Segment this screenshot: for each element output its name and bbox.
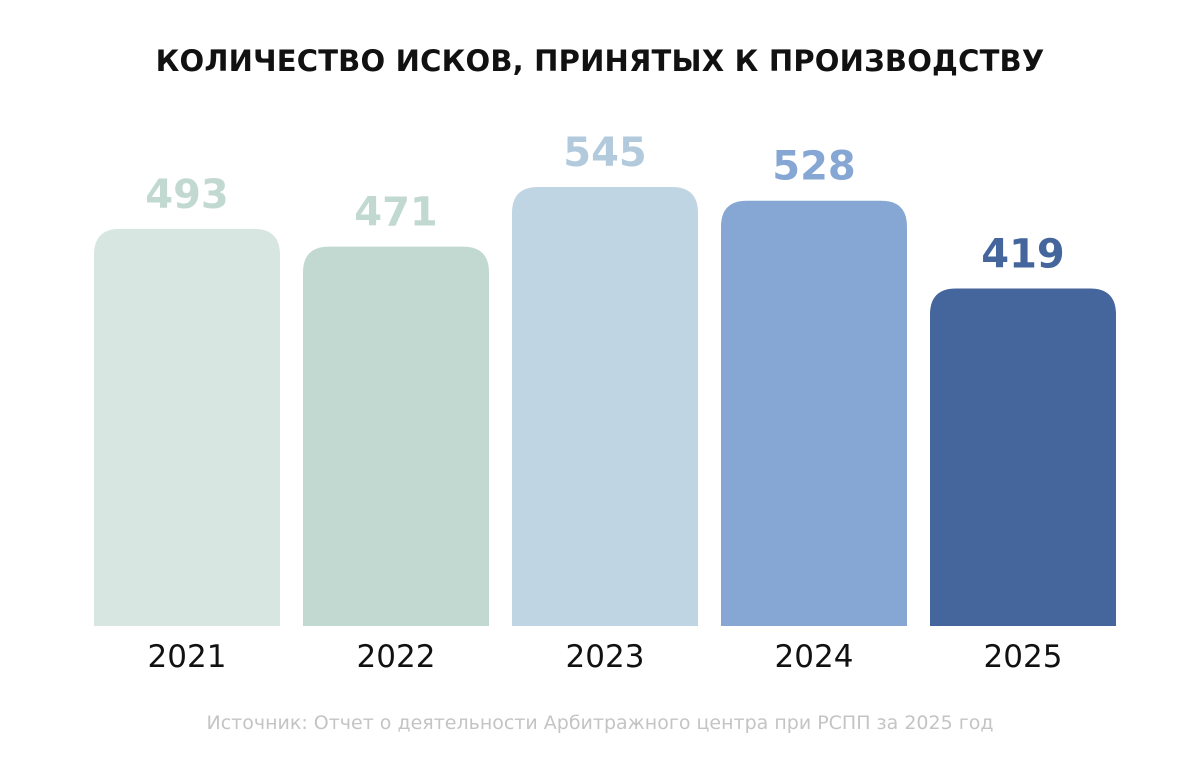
- value-label-2024: 528: [772, 144, 856, 190]
- bar-2024: [721, 200, 907, 626]
- value-label-2025: 419: [981, 231, 1065, 277]
- x-tick-label-2021: 2021: [148, 639, 227, 675]
- value-label-2023: 545: [563, 130, 647, 176]
- x-tick-label-2023: 2023: [566, 639, 645, 675]
- x-tick-label-2024: 2024: [775, 639, 854, 675]
- bar-chart: 493 2021 471 2022 545 2023 528 2024 419 2025: [94, 130, 1116, 675]
- x-tick-label-2025: 2025: [984, 639, 1063, 675]
- bar-2021: [94, 228, 280, 627]
- value-label-2022: 471: [354, 190, 438, 236]
- bar-2025: [930, 288, 1116, 626]
- value-label-2021: 493: [145, 172, 229, 218]
- source-note: Источник: Отчет о деятельности Арбитражн…: [206, 712, 994, 734]
- x-tick-label-2022: 2022: [357, 639, 436, 675]
- bar-2022: [303, 246, 489, 626]
- bar-2023: [512, 187, 698, 626]
- chart-title: КОЛИЧЕСТВО ИСКОВ, ПРИНЯТЫХ К ПРОИЗВОДСТВ…: [155, 44, 1045, 78]
